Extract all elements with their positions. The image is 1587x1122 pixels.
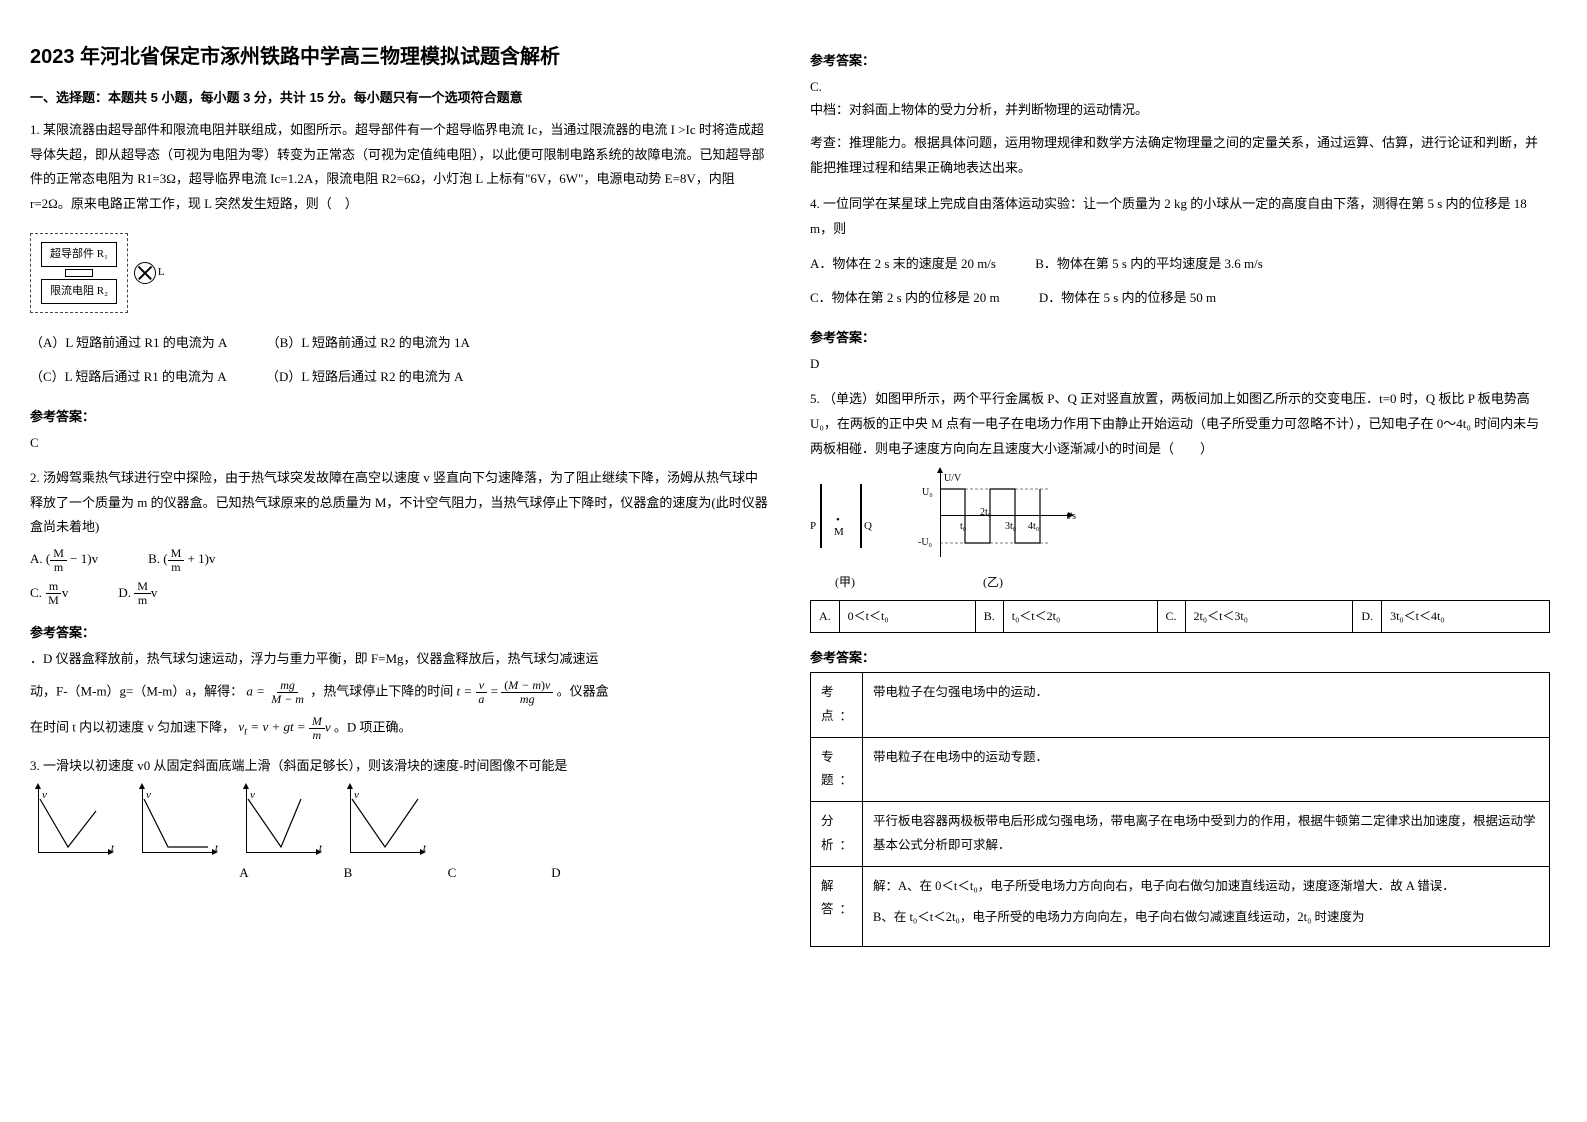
left-column: 2023 年河北省保定市涿州铁路中学高三物理模拟试题含解析 一、选择题：本题共 … [30,40,770,947]
q3-answer-block: C. 中档：对斜面上物体的受力分析，并判断物理的运动情况。 考查：推理能力。根据… [810,75,1550,180]
plates-diagram: P Q • M [810,476,880,556]
q5-opt-b: t₀＜t＜2t₀ [1003,601,1157,633]
answer-label: 参考答案： [810,647,1550,666]
component-r2: 限流电阻 R₂ [41,279,117,304]
q5-sub-labels: (甲) (乙) [810,571,1550,594]
label-d: D [516,861,596,886]
answer-label: 参考答案： [30,622,770,641]
q3-answer: C. [810,75,1550,98]
q1-answer: C [30,431,770,454]
q5-diagram: P Q • M U/V t/s U₀ -U₀ [810,471,1550,561]
label-a: A [204,861,284,886]
row-content: 平行板电容器两极板带电后形成匀强电场，带电离子在电场中受到力的作用，根据牛顿第二… [863,802,1550,867]
row-label: 解答： [811,866,863,947]
curve-c-icon [246,791,316,853]
graph-b: v t [134,787,214,857]
row-content: 带电粒子在匀强电场中的运动． [863,673,1550,738]
q2-opt-a: A. (Mm − 1)v [30,546,98,574]
table-row: 分析： 平行板电容器两极板带电后形成匀强电场，带电离子在电场中受到力的作用，根据… [811,802,1550,867]
question-2: 2. 汤姆驾乘热气球进行空中探险，由于热气球突发故障在高空以速度 v 竖直向下匀… [30,466,770,607]
q1-opt-a: （A）L 短路前通过 R1 的电流为 A [30,335,227,350]
q4-opt-b: B．物体在第 5 s 内的平均速度是 3.6 m/s [1035,256,1263,271]
q2-ans-line3: 在时间 t 内以初速度 v 匀加速下降， vt = v + gt = Mmv 。… [30,715,770,743]
circuit-box: 超导部件 R₁ 限流电阻 R₂ [30,233,128,313]
q4-options-row1: A．物体在 2 s 末的速度是 20 m/s B．物体在第 5 s 内的平均速度… [810,250,1550,279]
q4-opt-d: D．物体在 5 s 内的位移是 50 m [1039,290,1216,305]
q5-opt-c-label: C. [1157,601,1185,633]
question-1: 1. 某限流器由超导部件和限流电阻并联组成，如图所示。超导部件有一个超导临界电流… [30,118,770,392]
q5-opt-a: 0＜t＜t₀ [839,601,975,633]
q3-graphs: v t v t v t v [30,787,770,857]
q5-text: 5. （单选）如图甲所示，两个平行金属板 P、Q 正对竖直放置，两板间加上如图乙… [810,387,1550,461]
curve-a-icon [38,791,108,853]
question-3: 3. 一滑块以初速度 v0 从固定斜面底端上滑（斜面足够长），则该滑块的速度-时… [30,754,770,885]
table-row: 解答： 解：A、在 0＜t＜t₀，电子所受电场力方向向右，电子向右做匀加速直线运… [811,866,1550,947]
q4-opt-a: A．物体在 2 s 末的速度是 20 m/s [810,256,996,271]
q3-ans-l1: 中档：对斜面上物体的受力分析，并判断物理的运动情况。 [810,98,1550,123]
q1-text: 1. 某限流器由超导部件和限流电阻并联组成，如图所示。超导部件有一个超导临界电流… [30,118,770,217]
q2-options-row1: A. (Mm − 1)v B. (Mm + 1)v [30,546,770,574]
q1-circuit-diagram: 超导部件 R₁ 限流电阻 R₂ L [30,225,770,321]
q3-graph-labels: A B C D [30,861,770,886]
answer-label: 参考答案： [810,327,1550,346]
q2-opt-c: C. mMv [30,580,68,608]
right-column: 参考答案： C. 中档：对斜面上物体的受力分析，并判断物理的运动情况。 考查：推… [810,40,1550,947]
voltage-graph: U/V t/s U₀ -U₀ t₀ 2t₀ 3t₀ 4t₀ [910,471,1070,561]
square-wave-icon [940,471,1070,561]
q3-text: 3. 一滑块以初速度 v0 从固定斜面底端上滑（斜面足够长），则该滑块的速度-时… [30,754,770,779]
q2-answer: ．D 仪器盒释放前，热气球匀速运动，浮力与重力平衡，即 F=Mg，仪器盒释放后，… [30,647,770,743]
q5-opt-c: 2t₀＜t＜3t₀ [1185,601,1353,633]
row-content: 带电粒子在电场中的运动专题． [863,737,1550,802]
row-label: 专题： [811,737,863,802]
q5-opt-b-label: B. [975,601,1003,633]
question-4: 4. 一位同学在某星球上完成自由落体运动实验：让一个质量为 2 kg 的小球从一… [810,192,1550,313]
q1-opt-c: （C）L 短路后通过 R1 的电流为 A [30,369,227,384]
q3-ans-l2: 考查：推理能力。根据具体问题，运用物理规律和数学方法确定物理量之间的定量关系，通… [810,131,1550,180]
q4-text: 4. 一位同学在某星球上完成自由落体运动实验：让一个质量为 2 kg 的小球从一… [810,192,1550,241]
q4-opt-c: C．物体在第 2 s 内的位移是 20 m [810,290,1000,305]
table-row: 专题： 带电粒子在电场中的运动专题． [811,737,1550,802]
q1-options-row1: （A）L 短路前通过 R1 的电流为 A （B）L 短路前通过 R2 的电流为 … [30,329,770,358]
q4-options-row2: C．物体在第 2 s 内的位移是 20 m D．物体在 5 s 内的位移是 50… [810,284,1550,313]
question-5: 5. （单选）如图甲所示，两个平行金属板 P、Q 正对竖直放置，两板间加上如图乙… [810,387,1550,633]
q2-opt-d: D. Mmv [118,580,157,608]
row-content: 解：A、在 0＜t＜t₀，电子所受电场力方向向右，电子向右做匀加速直线运动，速度… [863,866,1550,947]
q1-options-row2: （C）L 短路后通过 R1 的电流为 A （D）L 短路后通过 R2 的电流为 … [30,363,770,392]
lamp-label: L [158,262,165,283]
graph-c: v t [238,787,318,857]
label-c: C [412,861,492,886]
component-r1: 超导部件 R₁ [41,242,117,267]
document-title: 2023 年河北省保定市涿州铁路中学高三物理模拟试题含解析 [30,40,770,69]
q2-options-row2: C. mMv D. Mmv [30,580,770,608]
lamp-icon [134,262,156,284]
q1-opt-b: （B）L 短路前通过 R2 的电流为 1A [267,335,470,350]
q2-text: 2. 汤姆驾乘热气球进行空中探险，由于热气球突发故障在高空以速度 v 竖直向下匀… [30,466,770,540]
wire-icon [65,269,93,277]
curve-d-icon [350,791,420,853]
q5-options-table: A. 0＜t＜t₀ B. t₀＜t＜2t₀ C. 2t₀＜t＜3t₀ D. 3t… [810,600,1550,633]
section-1-header: 一、选择题：本题共 5 小题，每小题 3 分，共计 15 分。每小题只有一个选项… [30,87,770,106]
row-label: 考点： [811,673,863,738]
graph-d: v t [342,787,422,857]
q5-opt-a-label: A. [811,601,840,633]
q2-opt-b: B. (Mm + 1)v [148,546,215,574]
q4-answer: D [810,352,1550,375]
curve-b-icon [142,791,212,853]
q5-opt-d: 3t₀＜t＜4t₀ [1382,601,1550,633]
table-row: 考点： 带电粒子在匀强电场中的运动． [811,673,1550,738]
row-label: 分析： [811,802,863,867]
label-b: B [308,861,388,886]
page-root: 2023 年河北省保定市涿州铁路中学高三物理模拟试题含解析 一、选择题：本题共 … [30,40,1550,947]
graph-a: v t [30,787,110,857]
q2-ans-line1: ．D 仪器盒释放前，热气球匀速运动，浮力与重力平衡，即 F=Mg，仪器盒释放后，… [30,647,770,672]
q5-opt-d-label: D. [1353,601,1382,633]
q1-opt-d: （D）L 短路后通过 R2 的电流为 A [266,369,463,384]
answer-label: 参考答案： [30,406,770,425]
q2-ans-line2: 动，F-（M-m）g=（M-m）a，解得： a = mgM − m ，热气球停止… [30,679,770,706]
answer-label: 参考答案： [810,50,1550,69]
q5-analysis-table: 考点： 带电粒子在匀强电场中的运动． 专题： 带电粒子在电场中的运动专题． 分析… [810,672,1550,947]
